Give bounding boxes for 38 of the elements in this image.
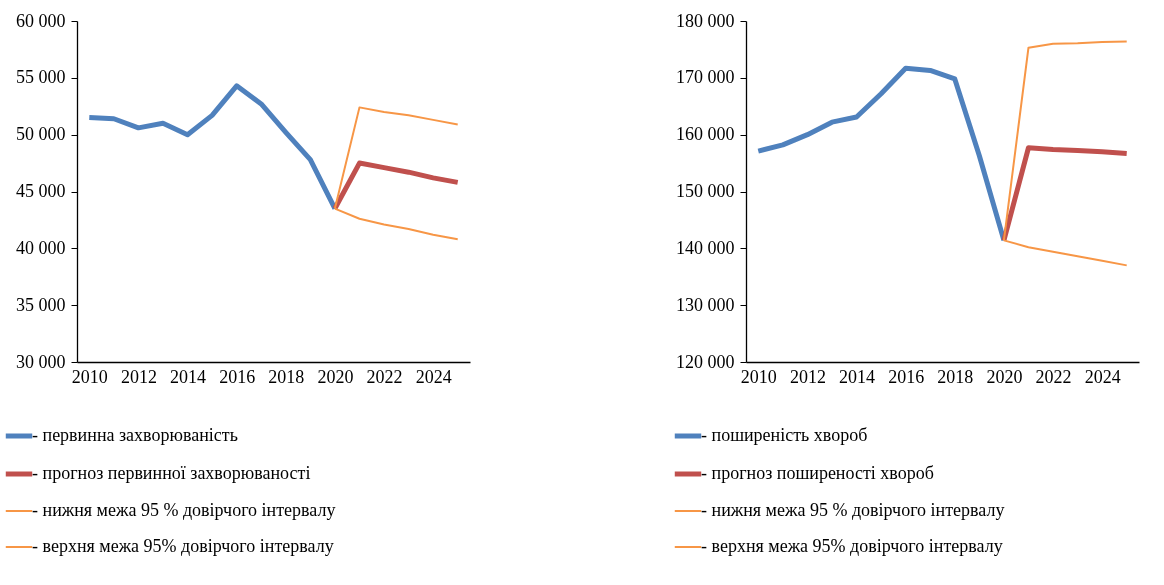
x-tick-label: 2022 <box>1035 366 1072 387</box>
legend-label: - первинна захворюваність <box>32 425 238 445</box>
x-tick-label: 2018 <box>937 366 974 387</box>
x-tick-label: 2014 <box>170 366 207 387</box>
x-tick-label: 2014 <box>839 366 876 387</box>
y-tick-label: 50 000 <box>16 124 66 145</box>
legend-label: - верхня межа 95% довірчого інтервалу <box>32 536 334 556</box>
y-tick-label: 180 000 <box>676 10 735 31</box>
y-tick-label: 120 000 <box>676 351 735 372</box>
y-tick-label: 45 000 <box>16 181 66 201</box>
x-tick-label: 2020 <box>986 366 1023 387</box>
legend-label: - поширеність хвороб <box>701 425 868 445</box>
x-tick-label: 2024 <box>415 366 452 387</box>
y-tick-label: 160 000 <box>676 124 735 145</box>
legend-label: - верхня межа 95% довірчого інтервалу <box>701 536 1003 556</box>
legend-label: - нижня межа 95 % довірчого інтервалу <box>32 500 336 520</box>
x-tick-label: 2016 <box>888 366 925 387</box>
legend-label: - прогноз первинної захворюваності <box>32 463 311 483</box>
x-tick-label: 2018 <box>268 366 305 387</box>
x-tick-label: 2020 <box>317 366 354 387</box>
x-tick-label: 2012 <box>789 366 826 387</box>
y-tick-label: 170 000 <box>676 67 735 88</box>
legend-label: - прогноз поширеності хвороб <box>701 463 934 483</box>
x-tick-label: 2022 <box>366 366 403 387</box>
legend-label: - нижня межа 95 % довірчого інтервалу <box>701 500 1005 520</box>
y-tick-label: 40 000 <box>16 237 66 258</box>
y-tick-label: 140 000 <box>676 237 735 258</box>
y-tick-label: 35 000 <box>16 294 66 315</box>
x-tick-label: 2010 <box>71 366 108 387</box>
x-tick-label: 2010 <box>740 366 777 387</box>
y-tick-label: 130 000 <box>676 294 735 315</box>
y-tick-label: 60 000 <box>16 10 66 31</box>
x-tick-label: 2024 <box>1084 366 1121 387</box>
y-tick-label: 55 000 <box>16 67 66 88</box>
y-tick-label: 150 000 <box>676 181 735 201</box>
x-tick-label: 2012 <box>120 366 157 387</box>
x-tick-label: 2016 <box>219 366 256 387</box>
y-tick-label: 30 000 <box>16 351 66 372</box>
